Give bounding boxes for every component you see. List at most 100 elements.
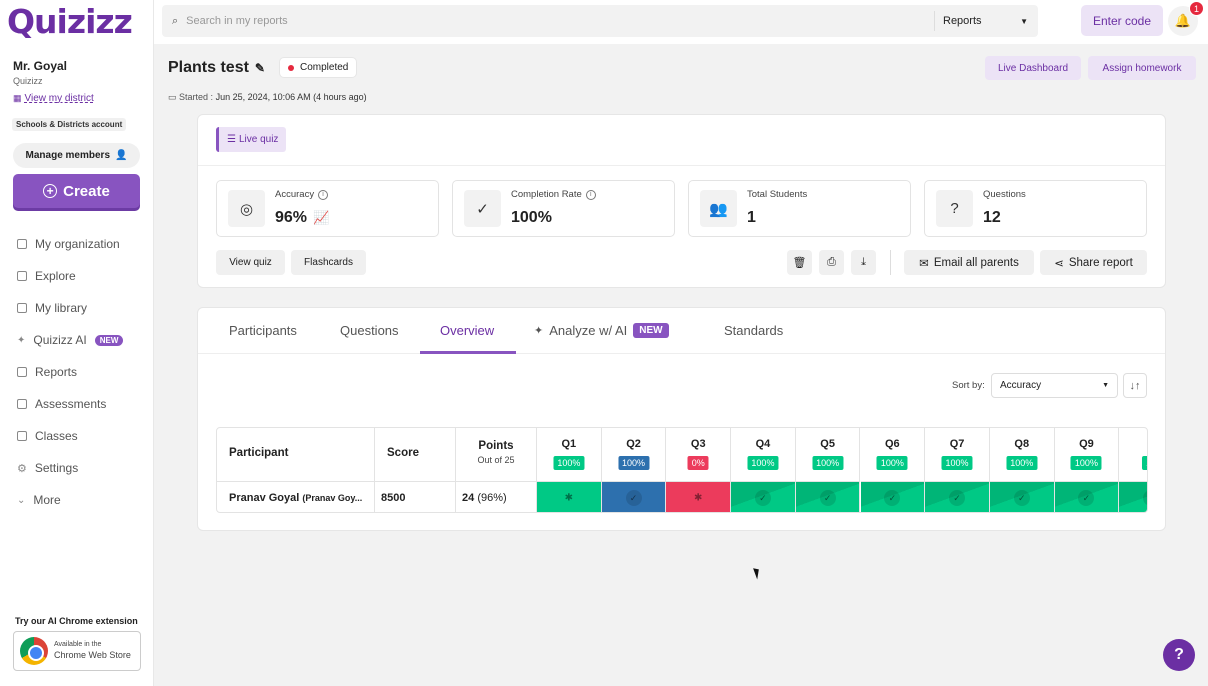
sidebar-item-more[interactable]: ⌄ More — [17, 484, 123, 516]
table-row[interactable]: Pranav Goyal (Pranav Goy... — [217, 481, 375, 512]
question-header-7[interactable]: Q7 100% — [925, 428, 990, 481]
answer-cell[interactable]: ✓ — [731, 481, 796, 512]
question-header-2[interactable]: Q2 100% — [602, 428, 667, 481]
flashcards-button[interactable]: Flashcards — [291, 250, 366, 275]
sidebar-item-label: Quizizz AI — [33, 333, 87, 347]
clipboard-icon — [17, 399, 27, 409]
create-button[interactable]: + Create — [13, 174, 140, 208]
question-accuracy-badge: 100% — [941, 456, 973, 470]
info-icon[interactable]: i — [318, 189, 329, 200]
download-button[interactable]: ⤓ — [851, 250, 876, 275]
question-label: Q1 — [561, 438, 577, 450]
question-label: Q6 — [885, 438, 900, 450]
live-quiz-label: Live quiz — [238, 134, 279, 145]
check-icon: ✓ — [1013, 490, 1030, 506]
check-icon: ✓ — [819, 490, 836, 506]
tab-bar: Participants Questions Overview ✦ Analyz… — [198, 308, 1165, 354]
check-icon: ✓ — [884, 490, 901, 506]
question-header-10[interactable]: Q 10 — [1119, 428, 1147, 481]
library-icon — [17, 303, 27, 313]
question-accuracy-badge: 100% — [747, 456, 779, 470]
answer-cell[interactable]: ✓ — [601, 481, 667, 512]
divider — [890, 250, 891, 275]
download-icon: ⤓ — [861, 256, 866, 268]
view-district-link[interactable]: ▦ View my district — [13, 93, 94, 104]
answer-cell[interactable]: ✓ — [925, 481, 990, 512]
assign-homework-button[interactable]: Assign homework — [1088, 56, 1196, 80]
search-bar[interactable]: ⌕ Search in my reports Reports ▼ — [162, 5, 1038, 37]
share-report-button[interactable]: ⋖ Share report — [1040, 250, 1147, 275]
question-header-5[interactable]: Q5 100% — [796, 428, 861, 481]
divider — [198, 165, 1165, 166]
search-scope-label: Reports — [943, 15, 982, 27]
check-circle-icon: ✓ — [464, 190, 501, 227]
classroom-icon — [17, 431, 27, 441]
question-header-4[interactable]: Q4 100% — [731, 428, 796, 481]
user-org: Quizizz — [13, 76, 43, 86]
tab-overview[interactable]: Overview — [440, 323, 495, 338]
chrome-web-store-badge[interactable]: Available in the Chrome Web Store — [13, 631, 141, 671]
tab-analyze-ai[interactable]: ✦ Analyze w/ AI NEW — [534, 323, 669, 338]
sidebar-item-label: Reports — [35, 365, 78, 379]
help-button[interactable]: ? — [1163, 639, 1195, 671]
live-dashboard-button[interactable]: Live Dashboard — [985, 56, 1081, 80]
sidebar-item-explore[interactable]: Explore — [17, 260, 123, 292]
search-input[interactable]: Search in my reports — [186, 15, 288, 27]
question-header-9[interactable]: Q9 100% — [1055, 428, 1120, 481]
total-students-stat: 👥 Total Students 1 — [688, 180, 911, 237]
notification-count: 1 — [1189, 1, 1204, 16]
tab-participants[interactable]: Participants — [229, 323, 297, 338]
trend-icon: 📈 — [313, 210, 330, 225]
trash-icon: 🗑 — [792, 257, 807, 269]
question-label: Q8 — [1014, 438, 1030, 450]
caret-down-icon: ▼ — [1102, 382, 1109, 389]
info-icon[interactable]: i — [585, 189, 596, 200]
tab-standards[interactable]: Standards — [724, 323, 784, 338]
email-parents-button[interactable]: ✉ Email all parents — [904, 250, 1034, 275]
gear-icon: ⚙ — [17, 462, 27, 475]
completion-rate-stat: ✓ Completion Rate i 100% — [452, 180, 675, 237]
enter-code-button[interactable]: Enter code — [1081, 5, 1163, 36]
store-line1: Available in the — [54, 641, 102, 649]
answer-cell[interactable]: ✓ — [795, 481, 861, 512]
quizizz-logo[interactable]: Quizizz — [7, 2, 133, 41]
answer-cell[interactable]: ✓ — [1119, 481, 1147, 512]
view-quiz-button[interactable]: View quiz — [216, 250, 285, 275]
answer-cell[interactable]: ✓ — [989, 481, 1055, 512]
mouse-cursor — [753, 566, 762, 580]
sparkle-icon: ✦ — [17, 334, 26, 346]
question-header-8[interactable]: Q8 100% — [990, 428, 1055, 481]
stat-label: Questions — [983, 189, 1026, 200]
manage-members-button[interactable]: Manage members 👤 — [13, 143, 140, 168]
top-bar: ⌕ Search in my reports Reports ▼ Enter c… — [154, 0, 1208, 44]
question-header-6[interactable]: Q6 100% — [861, 428, 926, 481]
answer-cell[interactable]: ✱ — [537, 481, 602, 512]
sidebar-item-assessments[interactable]: Assessments — [17, 388, 123, 420]
question-circle-icon: ? — [936, 190, 973, 227]
question-label: Q3 — [690, 438, 706, 450]
chrome-icon — [20, 637, 48, 665]
stat-label: Total Students — [747, 189, 808, 200]
question-label: Q5 — [820, 438, 835, 450]
sidebar-item-quizizz-ai[interactable]: ✦ Quizizz AI NEW — [17, 324, 124, 356]
search-scope-select[interactable]: Reports ▼ — [934, 11, 1038, 31]
print-button[interactable]: ⎙ — [819, 250, 844, 275]
delete-button[interactable]: 🗑 — [787, 250, 812, 275]
question-header-3[interactable]: Q3 0% — [666, 428, 732, 481]
question-header-1[interactable]: Q1 100% — [537, 428, 602, 481]
answer-cell[interactable]: ✱ — [666, 481, 732, 512]
sidebar-item-my-organization[interactable]: My organization — [17, 228, 123, 260]
answer-cell[interactable]: ✓ — [860, 481, 926, 512]
live-quiz-tag: ☰ Live quiz — [216, 127, 287, 152]
sidebar-item-settings[interactable]: ⚙ Settings — [17, 452, 123, 484]
sort-select[interactable]: Accuracy ▼ — [991, 373, 1118, 398]
sidebar-item-my-library[interactable]: My library — [17, 292, 123, 324]
chevron-down-icon: ⌄ — [17, 494, 26, 506]
edit-icon[interactable]: ✎ — [254, 61, 265, 75]
participant-name: Pranav Goyal — [229, 492, 300, 504]
sidebar-item-reports[interactable]: Reports — [17, 356, 123, 388]
tab-questions[interactable]: Questions — [340, 323, 399, 338]
sort-direction-button[interactable]: ↓↑ — [1123, 373, 1147, 398]
sidebar-item-classes[interactable]: Classes — [17, 420, 123, 452]
answer-cell[interactable]: ✓ — [1054, 481, 1120, 512]
